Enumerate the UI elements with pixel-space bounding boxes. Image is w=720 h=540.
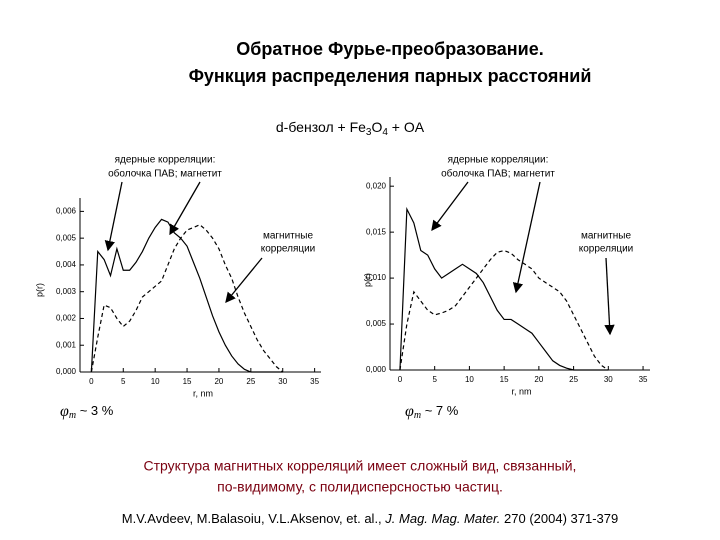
- x-tick-label: 15: [183, 377, 192, 386]
- arrow: [169, 181, 201, 236]
- citation-journal: J. Mag. Mag. Mater.: [384, 511, 500, 526]
- x-tick-label: 10: [151, 377, 160, 386]
- phi-subscript: m: [414, 410, 421, 421]
- title-line: Функция распределения парных расстояний: [189, 66, 592, 86]
- y-tick-label: 0,003: [56, 287, 77, 296]
- y-tick-label: 0,001: [56, 340, 77, 349]
- sample-part: O: [371, 119, 382, 135]
- conclusion-line: по-видимому, с полидисперсностью частиц.: [217, 479, 503, 495]
- arrow: [431, 181, 469, 232]
- chart: 0,000 0,005 0,010 0,015 0,020 0 5 10 15 20 25 30 35 r…: [362, 155, 650, 422]
- phi-symbol: φ: [60, 403, 69, 420]
- data-line: [90, 218, 283, 373]
- sample-subscript: 3: [366, 127, 372, 138]
- x-tick-label: 35: [639, 375, 648, 384]
- x-tick-label: 35: [310, 377, 319, 386]
- data-line: [90, 224, 284, 373]
- arrow: [104, 181, 123, 252]
- annotation: магнитные: [263, 231, 313, 242]
- arrow: [512, 181, 541, 294]
- annotation: ядерные корреляции:: [448, 155, 549, 166]
- x-tick-label: 20: [214, 377, 223, 386]
- sample-part: + OA: [388, 119, 425, 135]
- phi-value: ~ 3 %: [76, 403, 114, 418]
- x-tick-label: 0: [398, 375, 403, 384]
- y-axis-label: p(r): [362, 273, 372, 287]
- x-axis-label: r, nm: [193, 388, 213, 398]
- data-line: [399, 206, 609, 371]
- volume-fraction: φm ~ 3 %: [60, 403, 114, 422]
- citation-part: 270 (2004) 371-379: [500, 511, 618, 526]
- sample-label: d-бензол + Fe3O4 + OA: [276, 119, 425, 138]
- x-tick-label: 5: [121, 377, 126, 386]
- x-tick-label: 30: [604, 375, 613, 384]
- x-tick-label: 30: [278, 377, 287, 386]
- y-tick-label: 0,004: [56, 260, 77, 269]
- arrows: [104, 181, 615, 336]
- citation: M.V.Avdeev, M.Balasoiu, V.L.Aksenov, et.…: [122, 511, 618, 526]
- annotation: ядерные корреляции:: [115, 155, 216, 166]
- y-tick-label: 0,006: [56, 206, 77, 215]
- x-tick-label: 0: [89, 377, 94, 386]
- y-tick-label: 0,000: [56, 367, 77, 376]
- y-tick-label: 0,020: [366, 181, 387, 190]
- x-tick-label: 25: [569, 375, 578, 384]
- phi-value: ~ 7 %: [421, 403, 459, 418]
- chart: 0,000 0,001 0,002 0,003 0,004 0,005 0,006 0 5 10 1…: [34, 155, 321, 422]
- x-tick-label: 25: [246, 377, 255, 386]
- phi-symbol: φ: [405, 403, 414, 420]
- y-tick-label: 0,005: [56, 233, 77, 242]
- annotation: оболочка ПАВ; магнетит: [108, 168, 222, 180]
- sample-subscript: 4: [382, 127, 388, 138]
- arrow: [225, 257, 263, 304]
- annotation: магнитные: [581, 231, 631, 242]
- y-axis-label: p(r): [34, 283, 44, 297]
- x-tick-label: 20: [534, 375, 543, 384]
- arrow: [604, 257, 615, 336]
- conclusion-line: Структура магнитных корреляций имеет сло…: [144, 458, 577, 474]
- x-tick-label: 5: [432, 375, 437, 384]
- y-tick-label: 0,005: [366, 319, 387, 328]
- x-tick-label: 10: [465, 375, 474, 384]
- annotation: оболочка ПАВ; магнетит: [441, 168, 555, 180]
- annotation: корреляции: [579, 244, 634, 255]
- x-axis-label: r, nm: [511, 386, 531, 396]
- volume-fraction: φm ~ 7 %: [405, 403, 459, 422]
- title-line: Обратное Фурье-преобразование.: [236, 39, 544, 59]
- x-tick-label: 15: [500, 375, 509, 384]
- citation-part: M.V.Avdeev, M.Balasoiu, V.L.Aksenov, et.…: [122, 511, 386, 526]
- sample-part: d-бензол + Fe: [276, 119, 366, 135]
- annotation: корреляции: [261, 244, 316, 255]
- y-tick-label: 0,015: [366, 227, 387, 236]
- y-tick-label: 0,010: [366, 273, 387, 282]
- y-tick-label: 0,000: [366, 365, 387, 374]
- y-tick-label: 0,002: [56, 314, 77, 323]
- phi-subscript: m: [69, 410, 76, 421]
